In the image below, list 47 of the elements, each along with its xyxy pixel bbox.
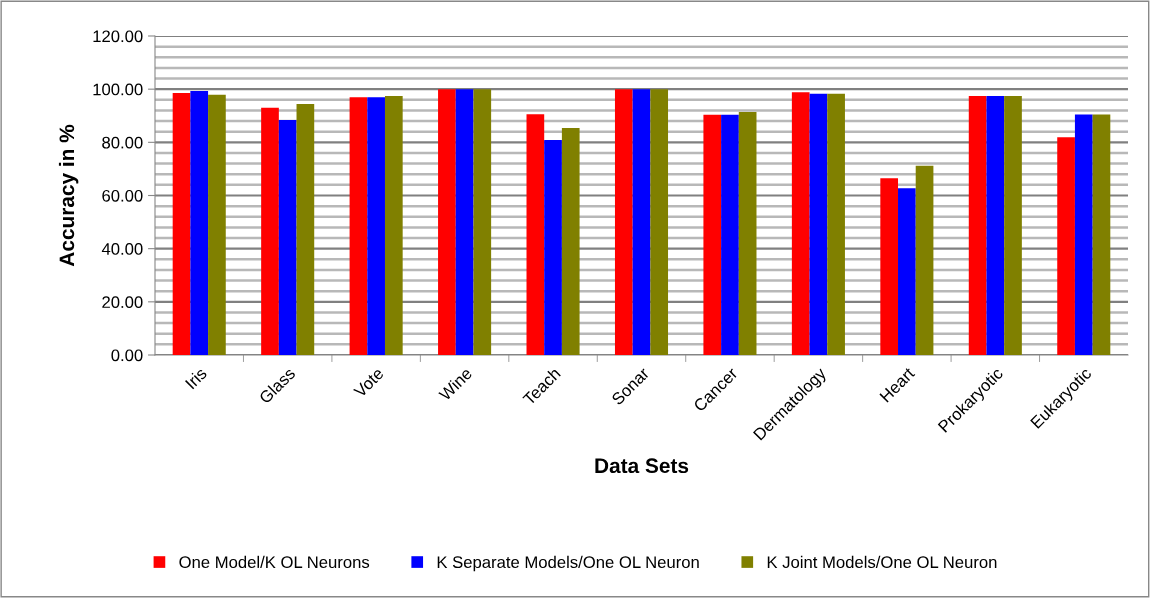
- bar: [561, 127, 580, 355]
- bar: [738, 112, 757, 355]
- bar: [278, 120, 297, 355]
- bar: [703, 114, 722, 355]
- bar: [296, 104, 315, 355]
- y-tick-label: 80.00: [102, 136, 143, 149]
- bar: [791, 92, 810, 355]
- y-tick-label: 100.00: [93, 83, 143, 96]
- y-tick-label: 0.00: [111, 349, 143, 362]
- bar: [809, 93, 828, 355]
- bar: [1057, 137, 1075, 355]
- y-tick-label: 40.00: [101, 243, 143, 255]
- bar: [614, 89, 633, 355]
- bar: [632, 89, 651, 355]
- bar: [473, 89, 492, 355]
- bar: [526, 114, 545, 355]
- bar: [261, 107, 279, 355]
- bar: [438, 89, 456, 355]
- bar: [721, 114, 739, 355]
- bar: [1004, 96, 1022, 355]
- legend-label: K Joint Models/One OL Neuron: [767, 555, 997, 569]
- y-tick-label: 20.00: [102, 296, 143, 309]
- bar: [544, 139, 562, 355]
- x-axis-title: Data Sets: [595, 458, 689, 474]
- y-tick-label: 120.00: [93, 30, 143, 43]
- bar: [986, 96, 1005, 355]
- y-tick-label: 60.00: [102, 189, 143, 202]
- bar: [915, 165, 934, 355]
- bar: [968, 96, 987, 355]
- legend-label: One Model/K OL Neurons: [179, 555, 370, 569]
- bar: [190, 91, 209, 355]
- bar: [1092, 114, 1111, 355]
- bar: [367, 97, 385, 355]
- bar: [827, 93, 845, 355]
- bar: [898, 188, 916, 355]
- bar: [455, 89, 474, 355]
- y-axis-title: Accuracy in %: [58, 124, 79, 267]
- legend-label: K Separate Models/One OL Neuron: [437, 555, 699, 572]
- bar: [880, 178, 899, 355]
- bar: [349, 97, 368, 355]
- bar: [172, 92, 191, 355]
- x-tick-label: Iris: [184, 366, 208, 390]
- x-tick-label: Vote: [353, 367, 385, 399]
- bar: [1074, 114, 1093, 355]
- bar: [208, 94, 226, 355]
- bar: [650, 89, 669, 355]
- bar: [384, 96, 403, 355]
